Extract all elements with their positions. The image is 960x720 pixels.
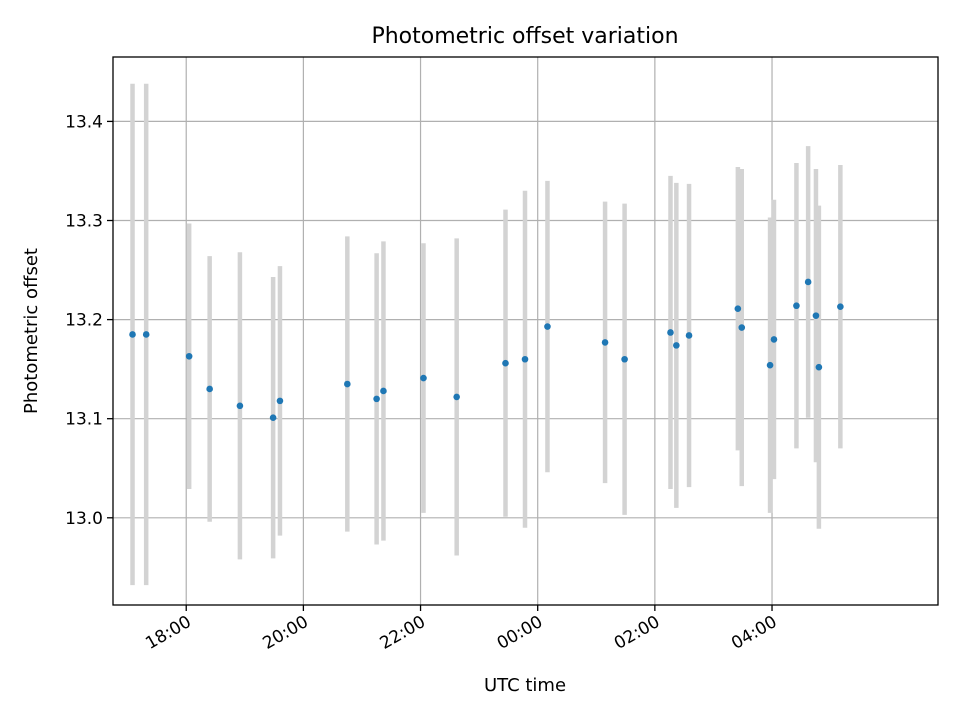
data-point xyxy=(815,363,823,371)
data-point xyxy=(276,397,284,405)
data-point xyxy=(185,352,193,360)
data-point xyxy=(667,329,674,336)
y-axis-ticks: 13.0 13.1 13.2 13.3 13.4 xyxy=(65,112,113,529)
data-point xyxy=(521,355,529,363)
data-points xyxy=(129,278,844,422)
data-point xyxy=(129,331,136,338)
data-point xyxy=(738,324,746,331)
grid xyxy=(113,57,938,605)
y-tick-label: 13.4 xyxy=(65,112,103,132)
data-point xyxy=(420,374,427,382)
data-point xyxy=(601,339,609,346)
data-point xyxy=(453,393,460,401)
y-tick-label: 13.3 xyxy=(65,212,103,232)
data-point xyxy=(804,278,812,286)
data-point xyxy=(142,331,150,338)
x-tick-label: 02:00 xyxy=(611,612,663,654)
y-axis-label: Photometric offset xyxy=(21,248,42,414)
data-point xyxy=(673,342,680,349)
data-point xyxy=(685,332,693,339)
data-point xyxy=(373,395,380,403)
data-point xyxy=(734,305,742,313)
data-point xyxy=(766,361,774,369)
y-tick-label: 13.2 xyxy=(65,311,103,331)
data-point xyxy=(269,414,277,422)
plot-frame xyxy=(112,56,939,606)
y-tick-label: 13.0 xyxy=(65,509,103,529)
data-point xyxy=(502,359,509,367)
chart-title: Photometric offset variation xyxy=(371,24,678,49)
x-axis-label: UTC time xyxy=(484,675,566,696)
data-point xyxy=(344,380,351,388)
y-tick-label: 13.1 xyxy=(65,410,103,430)
x-tick-label: 18:00 xyxy=(142,612,194,654)
data-point xyxy=(837,303,844,311)
data-point xyxy=(380,387,387,395)
x-tick-label: 20:00 xyxy=(259,612,311,654)
x-axis-ticks: 18:00 20:00 22:00 00:00 02:00 04:00 xyxy=(142,605,781,654)
data-point xyxy=(770,336,778,343)
x-tick-label: 00:00 xyxy=(494,612,546,654)
data-point xyxy=(812,312,820,319)
x-tick-label: 22:00 xyxy=(377,612,429,654)
x-tick-label: 04:00 xyxy=(728,612,780,654)
error-bars xyxy=(130,83,843,586)
data-point xyxy=(793,302,800,310)
data-point xyxy=(206,385,213,393)
data-point xyxy=(236,402,244,410)
data-point xyxy=(621,355,628,363)
data-point xyxy=(544,323,551,330)
